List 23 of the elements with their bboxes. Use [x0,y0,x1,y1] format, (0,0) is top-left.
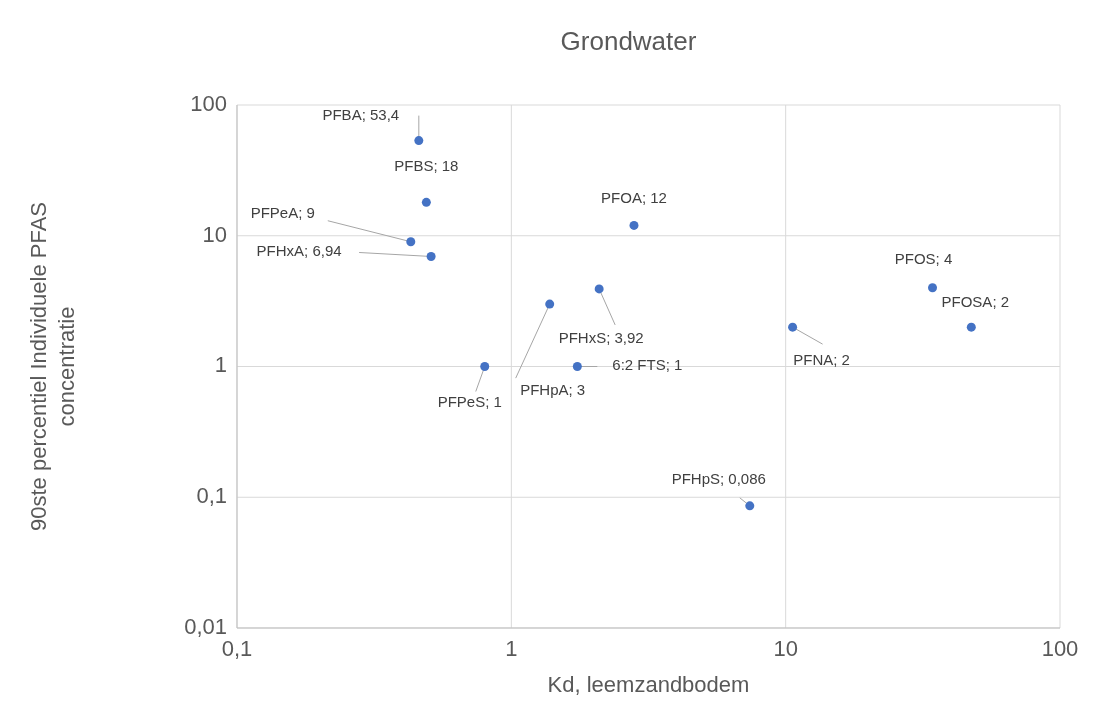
y-tick-label: 10 [202,221,227,247]
data-label: PFOA; 12 [601,189,667,207]
x-tick-label: 10 [773,635,798,661]
data-label: PFPeA; 9 [250,203,315,221]
data-label: PFBA; 53,4 [322,105,400,123]
y-tick-label: 100 [190,90,227,116]
x-tick-label: 100 [1041,635,1079,661]
data-label: PFHpA; 3 [520,381,586,399]
y-axis-title: 90ste percentiel Individuele PFAS concentratie [26,202,79,531]
data-label: 6:2 FTS; 1 [612,356,683,374]
x-axis-title: Kd, leemzandbodem [547,672,750,697]
data-label: PFBS; 18 [394,157,459,175]
data-label: PFPeS; 1 [437,393,502,411]
chart-title: Grondwater [560,26,697,56]
x-tick-label: 1 [505,635,518,661]
data-label: PFHxA; 6,94 [256,242,342,260]
y-tick-label: 0,1 [196,483,227,509]
data-label: PFOSA; 2 [941,293,1010,311]
data-label: PFOS; 4 [894,249,953,267]
data-label: PFHxS; 3,92 [558,328,644,346]
y-tick-label: 1 [214,352,227,378]
data-label: PFHpS; 0,086 [671,469,766,487]
data-label: PFNA; 2 [793,351,850,369]
